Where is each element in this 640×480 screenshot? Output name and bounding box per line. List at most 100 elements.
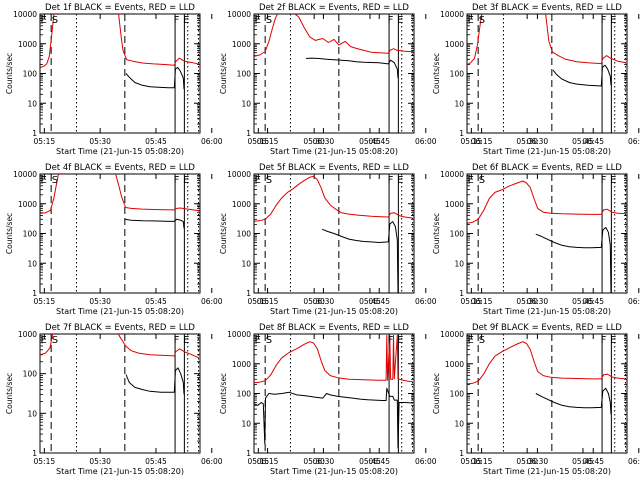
x-tick-label: 05:30 (89, 457, 111, 466)
x-tick-label: 06:00 (201, 457, 223, 466)
x-tick-label: 06:15 (257, 137, 279, 146)
series-lld-red (467, 341, 626, 385)
x-tick-label: 06:00 (415, 137, 437, 146)
y-tick-label: 1000 (18, 40, 37, 49)
interval-letter: E (41, 335, 47, 346)
y-tick-label: 10 (241, 419, 251, 428)
interval-letter: S (479, 15, 485, 26)
x-tick-label: 06:00 (628, 457, 640, 466)
interval-letter: E (255, 175, 261, 186)
interval-letter: E (397, 175, 403, 186)
x-tick-label: 05:15 (34, 137, 56, 146)
x-tick-label: 05:45 (145, 297, 167, 306)
interval-letter: E (468, 175, 474, 186)
y-axis-label: Counts/sec (432, 213, 441, 254)
plot-frame (253, 13, 415, 134)
x-tick-label: 06:15 (471, 457, 493, 466)
series-events-black (125, 367, 185, 395)
y-axis-label: Counts/sec (219, 373, 228, 414)
y-tick-label: 10000 (13, 10, 37, 19)
x-tick-label: 06:00 (201, 297, 223, 306)
x-axis-label: Start Time (21-Jun-15 05:08:20) (56, 307, 184, 316)
panel-8: Det 8f BLACK = Events, RED = LLD11010010… (219, 323, 604, 476)
x-tick-label: 06:45 (368, 137, 390, 146)
plot-frame (466, 13, 628, 134)
y-axis-label: Counts/sec (219, 213, 228, 254)
y-tick-label: 10 (454, 259, 464, 268)
x-tick-label: 05:30 (516, 297, 538, 306)
interval-letter: S (52, 175, 58, 186)
x-tick-label: 06:30 (313, 137, 335, 146)
x-axis-label: Start Time (21-Jun-15 05:08:20) (270, 307, 398, 316)
interval-letter: F (388, 335, 394, 346)
x-tick-label: 05:30 (89, 137, 111, 146)
series-lld-red (40, 174, 199, 214)
interval-letter: S (479, 335, 485, 346)
x-tick-label: 05:30 (303, 297, 325, 306)
y-tick-label: 10 (27, 409, 37, 418)
interval-letter: F (174, 175, 180, 186)
x-tick-label: 05:45 (359, 297, 381, 306)
x-axis-label: Start Time (21-Jun-15 05:08:20) (56, 467, 184, 476)
x-tick-label: 06:15 (471, 137, 493, 146)
plot-area (467, 14, 627, 133)
plot-area (254, 174, 414, 293)
x-tick-label: 06:45 (368, 297, 390, 306)
plot-area (467, 334, 627, 453)
x-tick-label: 05:45 (359, 137, 381, 146)
interval-letter: S (266, 175, 272, 186)
interval-letter: E (610, 15, 616, 26)
x-tick-label: 05:30 (516, 457, 538, 466)
y-tick-label: 10 (27, 259, 37, 268)
y-axis-label: Counts/sec (432, 53, 441, 94)
x-tick-label: 05:15 (461, 297, 483, 306)
series-lld-red (254, 14, 413, 57)
x-tick-label: 05:30 (303, 137, 325, 146)
panel-title: Det 9f BLACK = Events, RED = LLD (472, 323, 622, 333)
panel-title: Det 1f BLACK = Events, RED = LLD (45, 3, 195, 13)
x-tick-label: 05:15 (248, 457, 270, 466)
series-events-black (321, 221, 399, 293)
x-tick-label: 05:15 (461, 137, 483, 146)
panel-3: Det 3f BLACK = Events, RED = LLD 1 10 100 10… (432, 3, 640, 156)
y-tick-label: 1000 (18, 330, 37, 339)
panel-4: Det 4f BLACK = Events, RED = LLD11010010… (5, 163, 390, 316)
x-axis-label: Start Time (21-Jun-15 05:08:20) (483, 467, 611, 476)
x-tick-label: 06:45 (368, 457, 390, 466)
x-tick-label: 06:30 (527, 297, 549, 306)
series-lld-red (467, 14, 626, 65)
y-tick-label: 10000 (440, 330, 464, 339)
x-tick-label: 06:45 (582, 137, 604, 146)
y-axis-label: Counts/sec (5, 213, 14, 254)
panel-title: Det 2f BLACK = Events, RED = LLD (259, 3, 409, 13)
y-tick-label: 1 (246, 129, 251, 138)
y-axis-label: Counts/sec (5, 373, 14, 414)
panel-1: Det 1f BLACK = Events, RED = LLD11010010… (5, 3, 390, 156)
interval-letter: E (468, 335, 474, 346)
plot-area (40, 334, 200, 453)
y-tick-label: 100 (237, 390, 252, 399)
plot-frame (39, 13, 201, 134)
plot-area (467, 174, 627, 293)
series-events-black (254, 387, 413, 449)
x-tick-label: 05:15 (248, 137, 270, 146)
interval-letter: E (468, 15, 474, 26)
x-tick-label: 05:45 (359, 457, 381, 466)
x-tick-label: 06:00 (628, 297, 640, 306)
y-tick-label: 100 (23, 70, 38, 79)
plot-area (254, 14, 414, 133)
x-tick-label: 05:45 (572, 457, 594, 466)
y-tick-label: 1 (246, 449, 251, 458)
y-tick-label: 1 (459, 449, 464, 458)
interval-letter: E (183, 15, 189, 26)
panel-title: Det 7f BLACK = Events, RED = LLD (45, 323, 195, 333)
y-tick-label: 1000 (445, 360, 464, 369)
x-axis-label: Start Time (21-Jun-15 05:08:20) (56, 147, 184, 156)
y-tick-label: 100 (450, 230, 465, 239)
y-tick-label: 1000 (232, 40, 251, 49)
interval-letter: E (397, 335, 403, 346)
panel-7: Det 7f BLACK = Events, RED = LLD11010010… (5, 323, 390, 476)
interval-letter: F (174, 15, 180, 26)
y-tick-label: 1 (32, 449, 37, 458)
x-tick-label: 05:30 (303, 457, 325, 466)
